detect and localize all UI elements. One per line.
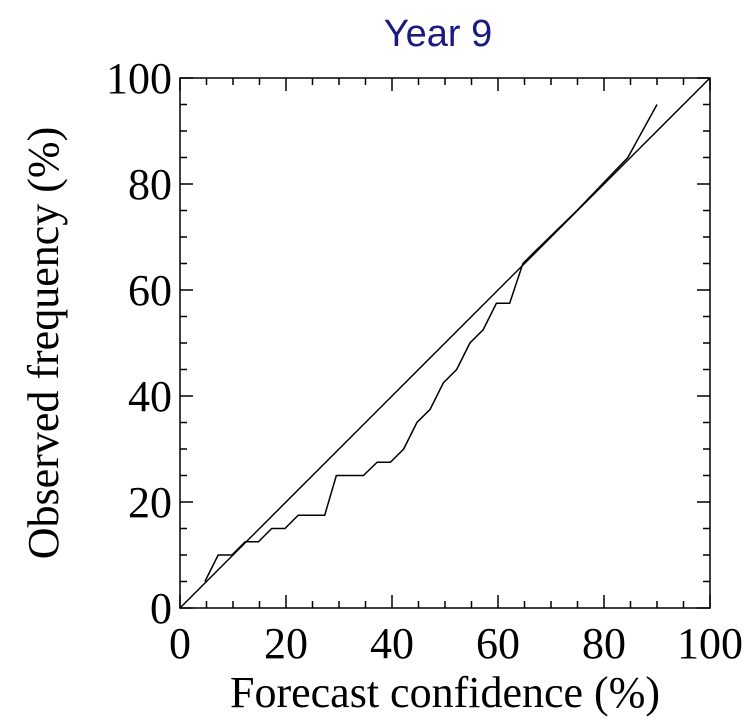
y-tick-label: 20 xyxy=(128,478,172,527)
series-line xyxy=(204,104,658,582)
x-tick-label: 60 xyxy=(476,619,520,668)
y-tick-label: 80 xyxy=(128,160,172,209)
y-tick-label: 40 xyxy=(128,372,172,421)
x-tick-label: 20 xyxy=(264,619,308,668)
x-tick-label: 0 xyxy=(169,619,191,668)
x-tick-label: 40 xyxy=(370,619,414,668)
y-tick-label: 0 xyxy=(150,584,172,633)
x-axis-label: Forecast confidence (%) xyxy=(230,668,660,717)
x-tick-label: 100 xyxy=(677,619,743,668)
x-tick-label: 80 xyxy=(582,619,626,668)
chart-title: Year 9 xyxy=(384,13,492,55)
y-axis-label: Observed frequency (%) xyxy=(19,127,68,559)
y-tick-label: 60 xyxy=(128,266,172,315)
series-line xyxy=(179,77,711,609)
y-tick-label: 100 xyxy=(106,54,172,103)
